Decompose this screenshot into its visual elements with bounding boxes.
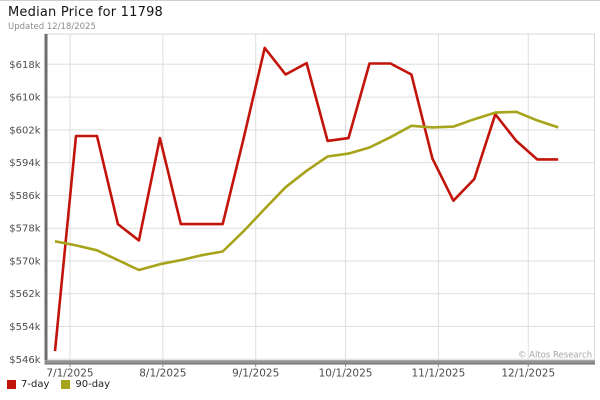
- x-axis-label: 9/1/2025: [232, 368, 279, 380]
- copyright-note: © Altos Research: [518, 351, 592, 361]
- y-axis-label: $594k: [9, 158, 40, 169]
- legend-swatch-7-day: [7, 380, 16, 389]
- axis-labels: $618k $610k $602k $594k $586k $578k $570k $562k…: [9, 60, 555, 380]
- y-axis-label: $570k: [9, 256, 40, 267]
- line-90-day: [54, 110, 559, 272]
- y-axis-label: $546k: [9, 355, 40, 366]
- legend-swatch-90-day: [61, 380, 71, 389]
- legend-label-7-day: 7-day: [21, 379, 50, 390]
- x-axis-label: 12/1/2025: [501, 368, 555, 380]
- y-axis-label: $618k: [9, 60, 40, 71]
- y-axis-label: $610k: [9, 93, 40, 104]
- gridlines: [45, 34, 595, 361]
- legend-item-90-day: 90-day: [61, 379, 110, 390]
- y-axis-label: $586k: [9, 191, 40, 202]
- chart-subtitle: Updated 12/18/2025: [8, 22, 96, 32]
- chart-header: Median Price for 11798 Updated 12/18/202…: [8, 5, 163, 32]
- x-axis-bar: [44, 360, 595, 364]
- x-axis-label: 8/1/2025: [139, 368, 186, 380]
- y-axis-label: $554k: [9, 322, 40, 333]
- y-axis-label: $578k: [9, 224, 40, 235]
- axes: [44, 33, 595, 367]
- legend-label-90-day: 90-day: [75, 379, 111, 390]
- y-axis-bar: [44, 34, 48, 361]
- chart-title: Median Price for 11798: [8, 5, 164, 20]
- x-axis-label: 7/1/2025: [46, 368, 93, 380]
- y-axis-label: $562k: [9, 289, 40, 300]
- line-7-day: [53, 46, 559, 352]
- legend-item-7-day: 7-day: [7, 379, 49, 390]
- chart-legend: 7-day 90-day: [7, 379, 110, 390]
- series-lines: [53, 46, 559, 352]
- x-axis-label: 11/1/2025: [411, 368, 465, 380]
- y-axis-label: $602k: [9, 125, 40, 136]
- x-axis-label: 10/1/2025: [319, 368, 373, 380]
